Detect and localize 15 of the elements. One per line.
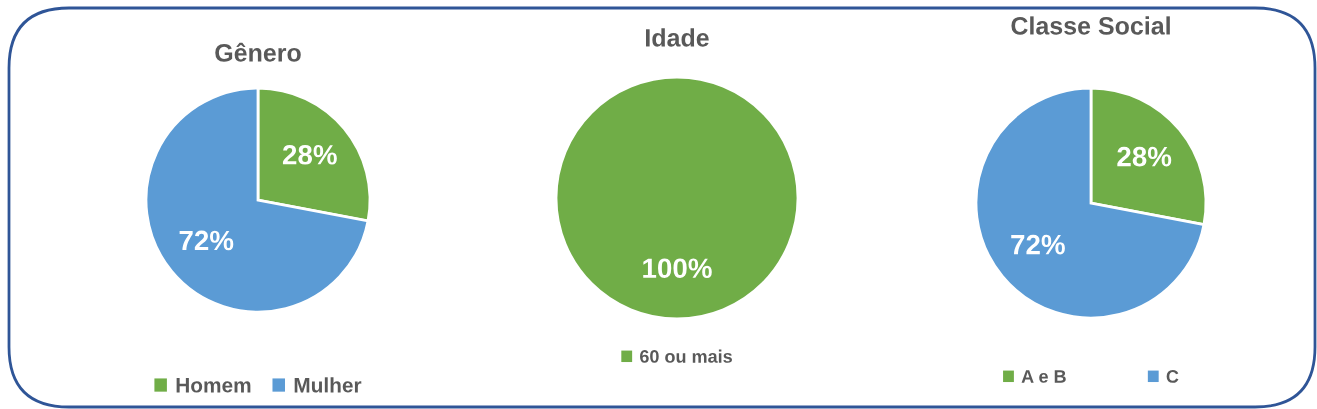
legend-label: Mulher [294,377,362,393]
chart-title: Idade [646,28,709,47]
legend-label: Homem [176,378,251,393]
data-label: 100% [643,258,712,279]
data-label: 28% [1117,146,1172,167]
legend-label: 60 ou mais [640,349,732,363]
legend-label: A e B [1021,370,1066,383]
chart-title: Gênero [215,42,301,62]
data-label: 72% [179,230,234,251]
pie-slice [974,86,1206,320]
legend-label: C [1166,370,1179,383]
data-label: 28% [282,144,337,165]
pie-slice [144,86,370,314]
chart-title: Classe Social [1011,16,1170,35]
data-label: 72% [1011,234,1065,255]
